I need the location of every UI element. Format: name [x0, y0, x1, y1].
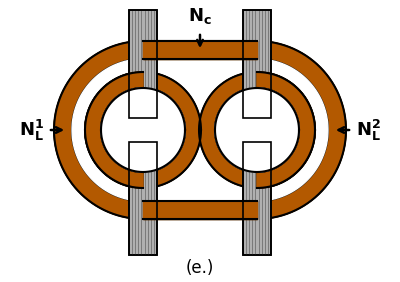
Polygon shape	[101, 88, 185, 172]
Polygon shape	[199, 72, 315, 188]
Text: $\mathbf{N_L^1}$: $\mathbf{N_L^1}$	[19, 117, 44, 142]
Polygon shape	[257, 72, 315, 188]
Text: $\mathbf{N_L^2}$: $\mathbf{N_L^2}$	[356, 117, 381, 142]
Bar	[243, 142, 271, 255]
Bar	[129, 142, 157, 255]
Polygon shape	[199, 72, 315, 188]
Bar	[129, 142, 157, 255]
Polygon shape	[72, 59, 328, 201]
Polygon shape	[85, 72, 201, 188]
Polygon shape	[143, 201, 257, 219]
Polygon shape	[101, 88, 185, 172]
Polygon shape	[54, 41, 346, 219]
Bar	[243, 10, 271, 118]
Polygon shape	[54, 41, 346, 219]
Polygon shape	[215, 88, 299, 172]
Polygon shape	[85, 72, 143, 188]
Polygon shape	[257, 72, 315, 188]
Polygon shape	[143, 201, 257, 219]
Bar	[243, 142, 271, 255]
Polygon shape	[85, 72, 201, 188]
Polygon shape	[72, 59, 328, 201]
Text: $\mathbf{N_c}$: $\mathbf{N_c}$	[188, 6, 212, 26]
Polygon shape	[143, 41, 257, 59]
Bar	[243, 10, 271, 118]
Polygon shape	[215, 88, 299, 172]
Bar	[129, 10, 157, 118]
Bar	[129, 10, 157, 118]
Polygon shape	[85, 72, 143, 188]
Polygon shape	[143, 41, 257, 59]
Text: (e.): (e.)	[186, 259, 214, 277]
